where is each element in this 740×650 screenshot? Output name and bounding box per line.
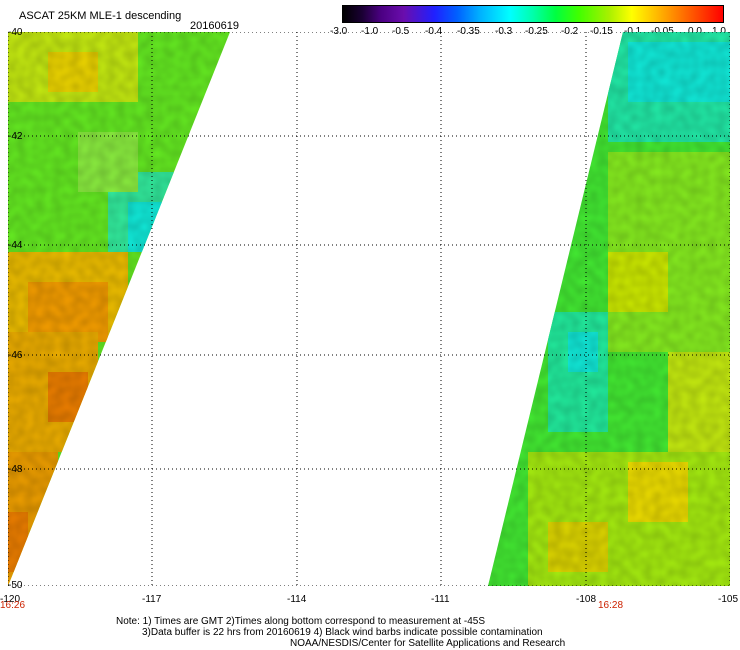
lon-label: -105 <box>718 594 739 605</box>
colorbar-tick: -0.2 <box>561 26 579 37</box>
lon-label: -114 <box>287 594 307 605</box>
lat-label: -40 <box>8 27 23 38</box>
right-swath <box>488 32 730 586</box>
graticule <box>8 32 730 586</box>
colorbar-tick: -0.05 <box>651 26 674 37</box>
note-line: Note: 1) Times are GMT 2)Times along bot… <box>116 616 486 627</box>
map-title: ASCAT 25KM MLE-1 descending <box>19 10 182 22</box>
colorbar-tick: -0.15 <box>590 26 613 37</box>
time-label: 16:26 <box>0 600 26 611</box>
map-date: 20160619 <box>190 20 239 32</box>
lat-label: -42 <box>8 131 23 142</box>
lon-label: -108 <box>576 594 597 605</box>
colorbar-tick: -0.4 <box>425 26 443 37</box>
colorbar-tick: 1.0 <box>712 26 726 37</box>
colorbar-tick: -0.3 <box>495 26 513 37</box>
colorbar-tick: -3.0 <box>330 26 348 37</box>
lon-label: -111 <box>431 594 450 605</box>
lon-label: -117 <box>142 594 162 605</box>
lat-label: -50 <box>8 580 23 591</box>
lon-label: -120 <box>0 594 21 605</box>
time-label: 16:28 <box>598 600 624 611</box>
lat-label: -46 <box>8 350 23 361</box>
colorbar <box>342 5 724 23</box>
note-line: NOAA/NESDIS/Center for Satellite Applica… <box>290 638 566 649</box>
colorbar-tick: -1.0 <box>361 26 379 37</box>
lat-label: -44 <box>8 240 23 251</box>
swath-map <box>8 32 730 586</box>
colorbar-tick: 0.0 <box>688 26 702 37</box>
note-line: 3)Data buffer is 22 hrs from 20160619 4)… <box>142 627 543 638</box>
lat-label: -48 <box>8 464 23 475</box>
left-swath <box>8 32 230 586</box>
